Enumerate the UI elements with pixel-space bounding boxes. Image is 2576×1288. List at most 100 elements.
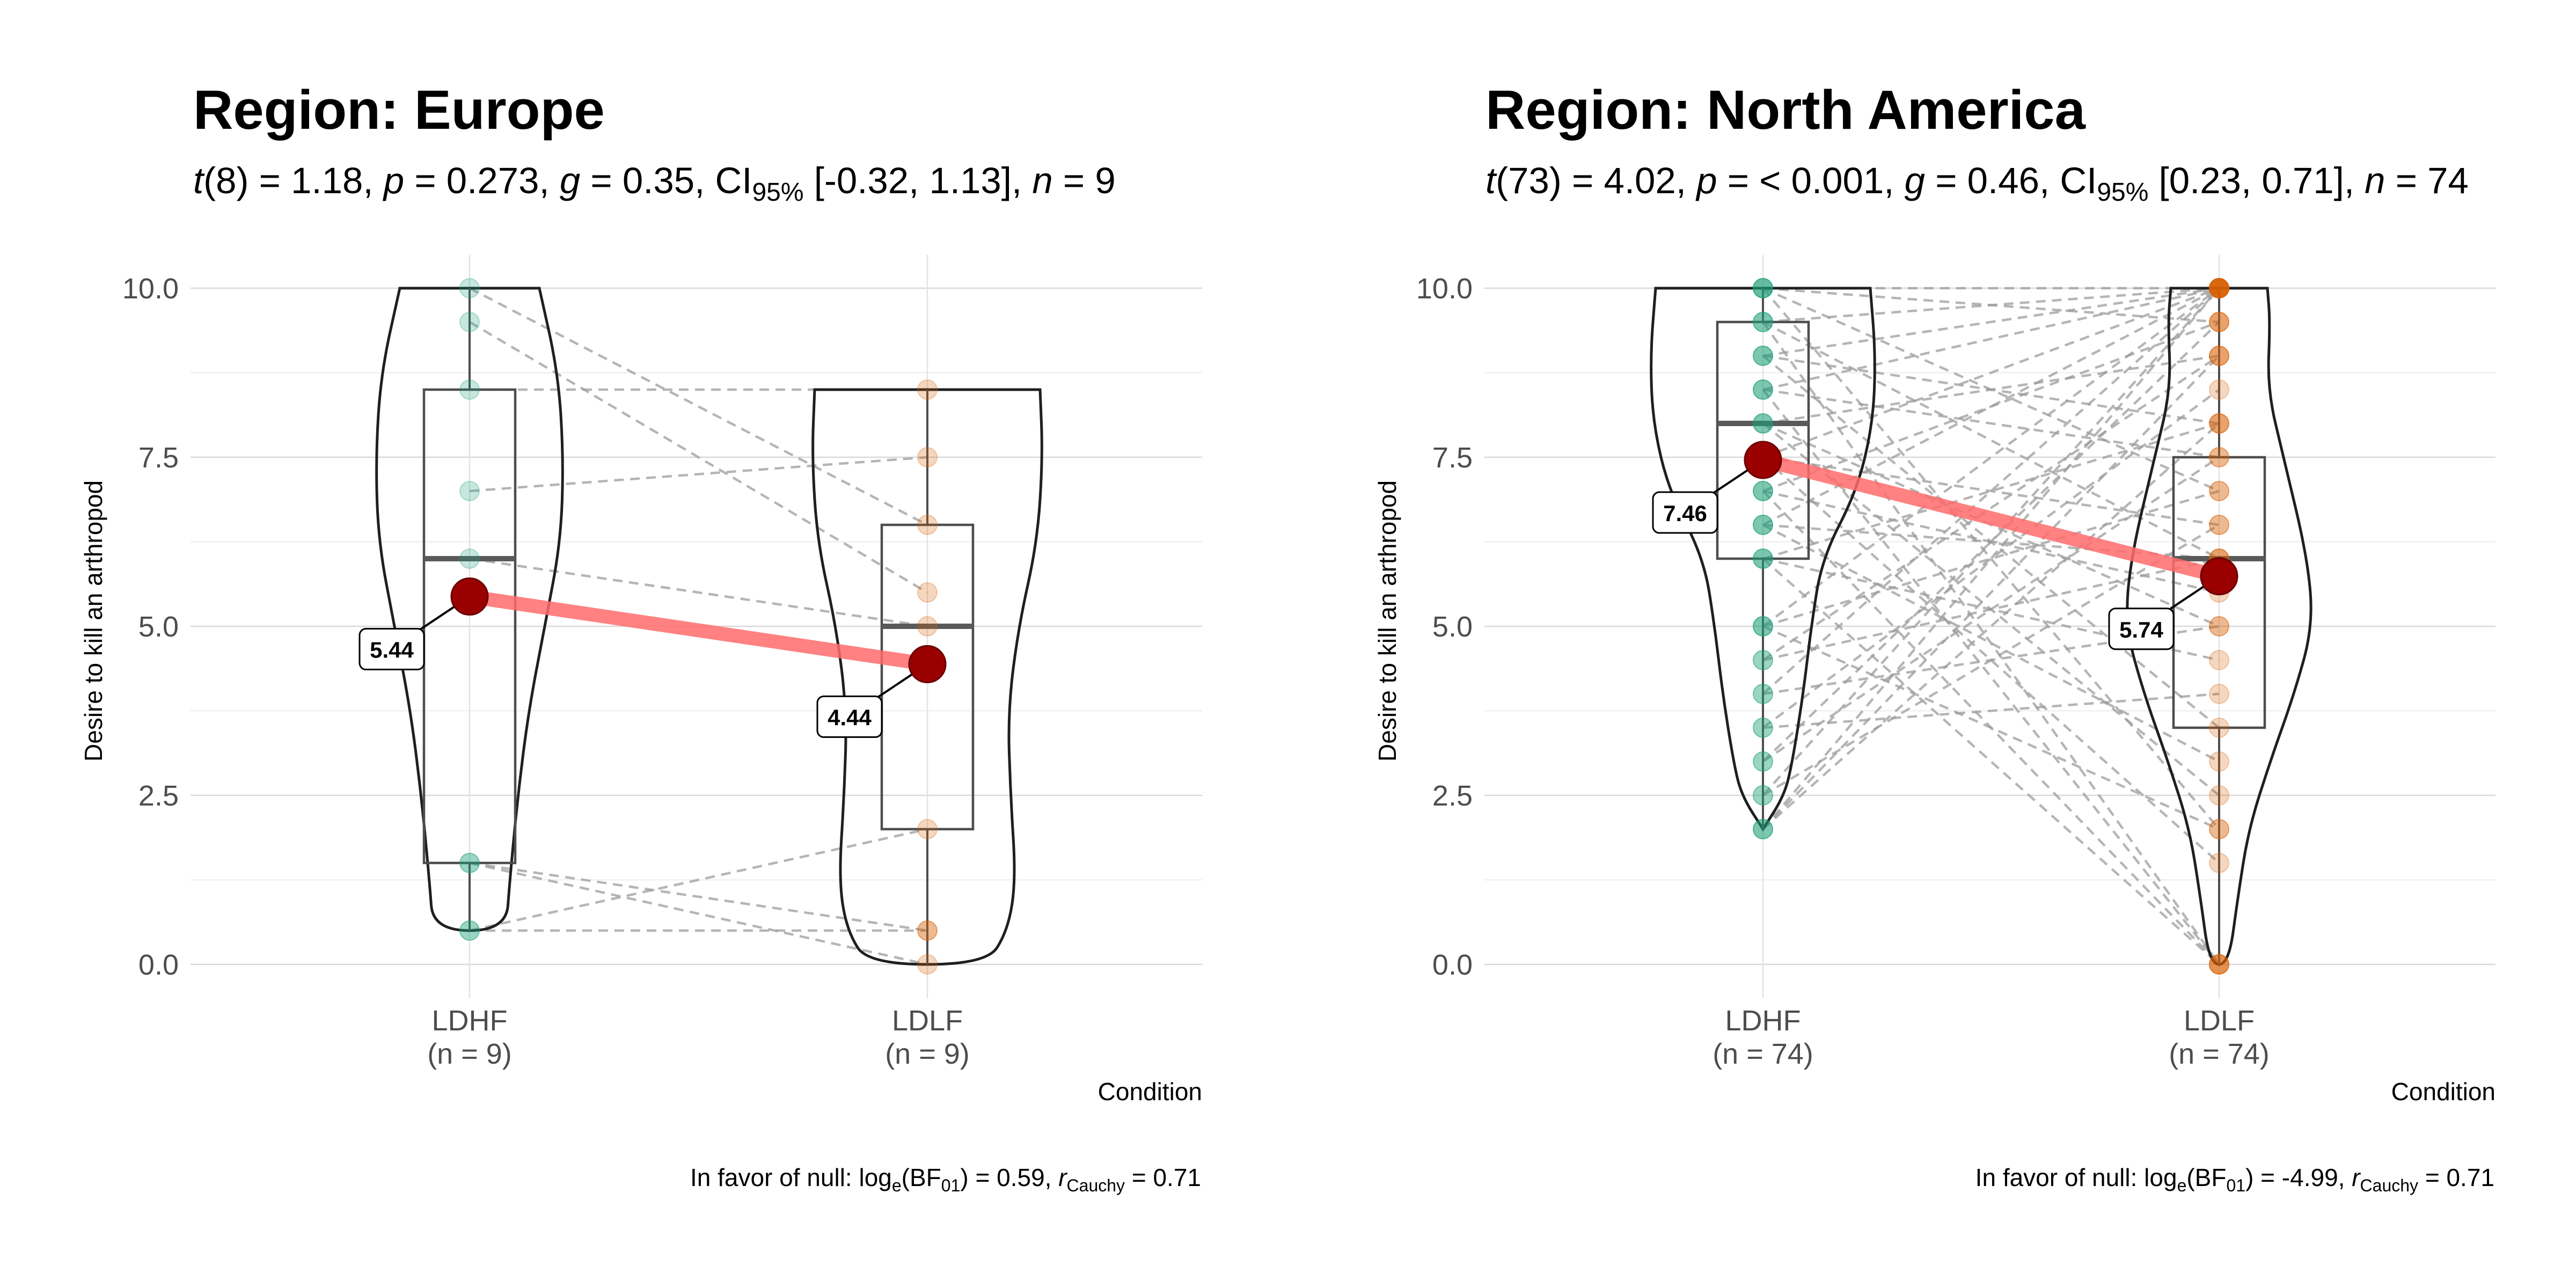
data-point	[459, 312, 480, 332]
data-point	[2209, 954, 2229, 975]
data-point	[1753, 785, 1773, 806]
paired-line	[469, 321, 928, 594]
caption-sub-01: 01	[941, 1176, 961, 1195]
data-point	[2209, 278, 2229, 298]
data-point	[2209, 515, 2229, 535]
data-point	[1753, 515, 1773, 535]
y-tick-label: 0.0	[1432, 949, 1473, 981]
data-point	[2209, 819, 2229, 839]
data-point	[917, 920, 938, 941]
paired-line	[1762, 692, 2220, 729]
data-point	[1753, 684, 1773, 704]
data-point	[2209, 954, 2229, 975]
stat-symbol: t	[193, 160, 205, 201]
data-point	[2209, 515, 2229, 535]
paired-line	[1762, 422, 2220, 830]
x-tick-label-LDHF: LDHF	[1725, 1005, 1801, 1037]
caption-r-value: = 0.71	[2418, 1163, 2494, 1191]
violin-right	[811, 388, 1043, 966]
paired-line	[1762, 389, 2220, 729]
data-point	[459, 481, 480, 501]
mean-label-LDHF: 7.46	[1663, 501, 1707, 526]
g-value: = 0.35,	[580, 160, 715, 201]
mean-point-LDHF	[1744, 441, 1782, 479]
y-tick-label: 7.5	[138, 442, 179, 474]
data-point	[2209, 718, 2229, 738]
y-tick-label: 2.5	[138, 780, 179, 812]
paired-line	[1762, 625, 2220, 831]
paired-line	[469, 861, 928, 966]
data-point	[2209, 278, 2229, 298]
caption-r: r	[2352, 1163, 2361, 1191]
data-point	[2209, 278, 2229, 298]
data-point	[2209, 379, 2229, 400]
y-axis-label: Desire to kill an arthropod	[1373, 480, 1401, 762]
paired-line	[469, 456, 928, 493]
data-point	[1753, 515, 1773, 535]
data-point	[2209, 751, 2229, 772]
paired-line	[1762, 355, 2220, 830]
ci-label: CI	[2060, 160, 2097, 201]
data-point	[1753, 278, 1773, 298]
paired-line	[1762, 287, 2220, 627]
data-point	[1753, 650, 1773, 670]
data-point	[1753, 481, 1773, 501]
data-point	[1753, 616, 1773, 636]
data-point	[917, 920, 938, 941]
data-point	[917, 616, 938, 636]
paired-line	[1762, 456, 2220, 526]
paired-line	[1762, 287, 2220, 357]
data-point	[2209, 278, 2229, 298]
ci-value: [0.23, 0.71],	[2148, 160, 2365, 201]
data-point	[2209, 278, 2229, 298]
x-axis-label: Condition	[1098, 1078, 1202, 1106]
data-point	[1753, 515, 1773, 535]
paired-line	[1762, 287, 2220, 695]
x-axis-label: Condition	[2391, 1078, 2496, 1106]
violin-left	[375, 287, 564, 932]
x-tick-n-LDHF: (n = 74)	[1713, 1038, 1813, 1070]
data-point	[1753, 819, 1773, 839]
x-tick-label-LDLF: LDLF	[892, 1005, 963, 1037]
data-point	[2209, 312, 2229, 332]
ci-subscript: 95%	[752, 178, 803, 207]
data-point	[917, 954, 938, 975]
data-point	[917, 582, 938, 603]
data-point	[1753, 751, 1773, 772]
paired-line	[1762, 354, 2220, 425]
data-point	[2209, 278, 2229, 298]
ci-label: CI	[715, 160, 752, 201]
mean-point-LDLF	[2200, 557, 2238, 596]
bayes-caption: In favor of null: loge(BF01) = 0.59, rCa…	[690, 1163, 1201, 1195]
y-tick-label: 5.0	[1432, 611, 1473, 643]
data-point	[2209, 278, 2229, 298]
n-value: = 74	[2385, 160, 2469, 201]
n-value: = 9	[1053, 160, 1116, 201]
data-point	[2209, 684, 2229, 704]
data-point	[459, 379, 480, 400]
paired-line	[469, 861, 928, 932]
caption-r-value: = 0.71	[1125, 1163, 1201, 1191]
data-point	[2209, 346, 2229, 366]
x-tick-label-LDLF: LDLF	[2184, 1005, 2255, 1037]
data-point	[1753, 278, 1773, 298]
data-point	[1753, 616, 1773, 636]
data-point	[1753, 346, 1773, 366]
x-tick-n-LDLF: (n = 74)	[2169, 1038, 2270, 1070]
data-point	[459, 548, 480, 569]
data-point	[917, 515, 938, 535]
caption-sub-e: e	[2177, 1176, 2187, 1195]
data-point	[1753, 312, 1773, 332]
chart-title: Region: North America	[1485, 79, 2086, 141]
data-point	[2209, 278, 2229, 298]
mean-label-box	[816, 696, 883, 738]
paired-line	[469, 828, 928, 932]
p-symbol: p	[1695, 160, 1717, 201]
caption-r: r	[1058, 1163, 1067, 1191]
data-point	[1753, 785, 1773, 806]
data-point	[2209, 312, 2229, 332]
data-point	[459, 920, 480, 941]
data-point	[1753, 278, 1773, 298]
